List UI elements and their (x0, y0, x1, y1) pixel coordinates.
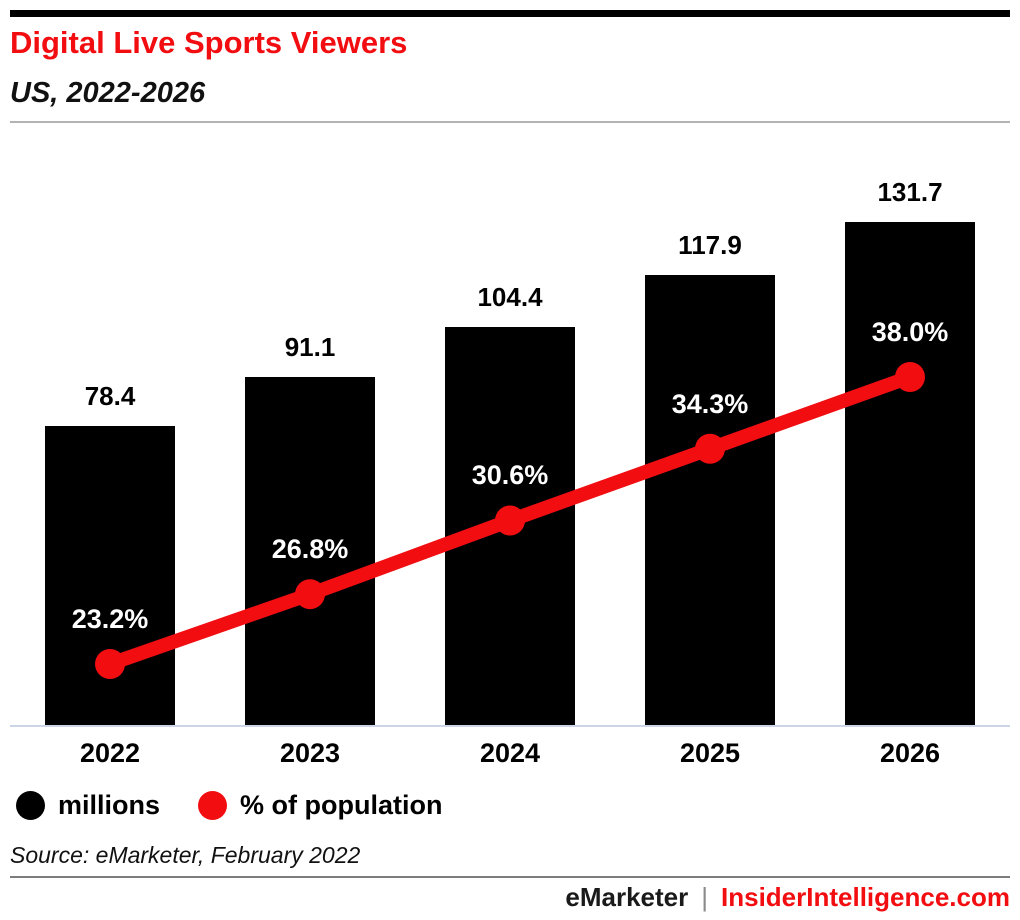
footer-divider (10, 876, 1010, 878)
bar-value-label: 78.4 (84, 381, 136, 411)
bar-value-label: 131.7 (877, 177, 943, 208)
header-divider (10, 121, 1010, 123)
bar-value-label: 104.4 (477, 281, 543, 312)
legend-label-millions: millions (58, 790, 161, 820)
percent-label-2025: 34.3% (671, 388, 749, 419)
legend-label-percent: % of population (240, 790, 443, 820)
bar-2025 (645, 274, 775, 726)
x-axis-label-2022: 2022 (79, 738, 141, 768)
line-series-swatch-icon (198, 790, 228, 820)
source-note: Source: eMarketer, February 2022 (10, 842, 361, 868)
legend-item-millions: millions (16, 790, 160, 820)
footer-brand-emarketer: eMarketer (565, 882, 689, 912)
chart-title: Digital Live Sports Viewers (10, 25, 408, 60)
percent-label-2022: 23.2% (71, 604, 149, 634)
bar-value-label: 91.1 (284, 332, 336, 363)
x-axis-label-2024: 2024 (479, 738, 541, 768)
x-axis-label-2025: 2025 (679, 738, 741, 768)
bar-2024 (445, 326, 575, 726)
top-accent-rule (10, 10, 1010, 17)
bar-value-label: 117.9 (678, 229, 742, 260)
chart-subtitle: US, 2022-2026 (10, 77, 206, 109)
bar-2026 (845, 222, 975, 726)
percent-label-2024: 30.6% (471, 460, 549, 491)
percent-label-2023: 26.8% (271, 534, 349, 565)
legend-item-percent: % of population (198, 790, 442, 820)
bar-series-swatch-icon (16, 790, 45, 820)
percent-label-2026: 38.0% (871, 316, 949, 347)
chart-legend: millions % of population (16, 790, 442, 820)
bar-2022 (45, 426, 175, 726)
x-axis-label-2026: 2026 (879, 738, 941, 768)
footer-branding: eMarketer | InsiderIntelligence.com (10, 883, 1010, 911)
footer-separator: | (701, 882, 709, 912)
footer-site-link: InsiderIntelligence.com (721, 882, 1010, 912)
x-axis-baseline (10, 725, 1010, 727)
x-axis-label-2023: 2023 (279, 738, 341, 768)
